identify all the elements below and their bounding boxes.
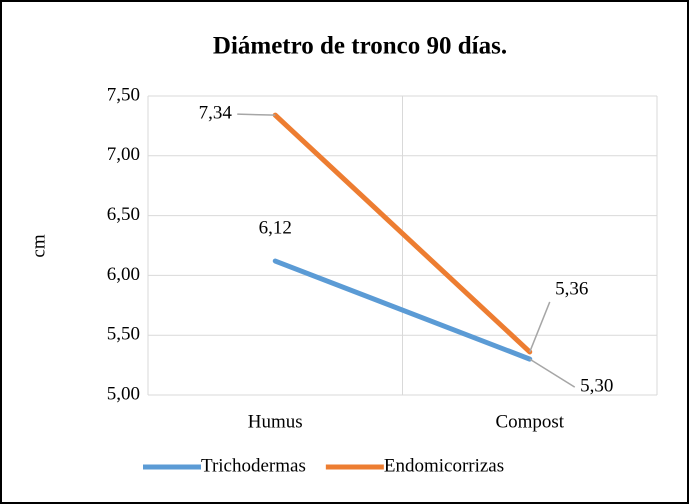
y-tick-label: 6,00	[107, 264, 140, 285]
data-label: 5,36	[555, 278, 588, 299]
y-tick-label: 7,00	[107, 144, 140, 165]
line-series	[272, 112, 533, 355]
leader-line	[529, 358, 576, 388]
chart-title: Diámetro de tronco 90 días.	[213, 33, 507, 60]
y-tick-label: 5,00	[107, 383, 140, 404]
x-tick-label: Humus	[248, 411, 303, 432]
x-tick-label: Compost	[495, 411, 564, 432]
legend-label: Endomicorrizas	[384, 455, 504, 476]
data-label: 5,30	[580, 375, 613, 396]
y-tick-label: 6,50	[107, 204, 140, 225]
y-axis-label: cm	[28, 234, 49, 257]
y-tick-label: 7,50	[107, 84, 140, 105]
leader-line	[237, 113, 276, 116]
legend-label: Trichodermas	[201, 455, 306, 476]
data-label: 6,12	[259, 217, 292, 238]
y-tick-label: 5,50	[107, 324, 140, 345]
leader-line	[529, 301, 551, 353]
line-series	[272, 258, 533, 362]
data-label: 7,34	[199, 102, 233, 123]
